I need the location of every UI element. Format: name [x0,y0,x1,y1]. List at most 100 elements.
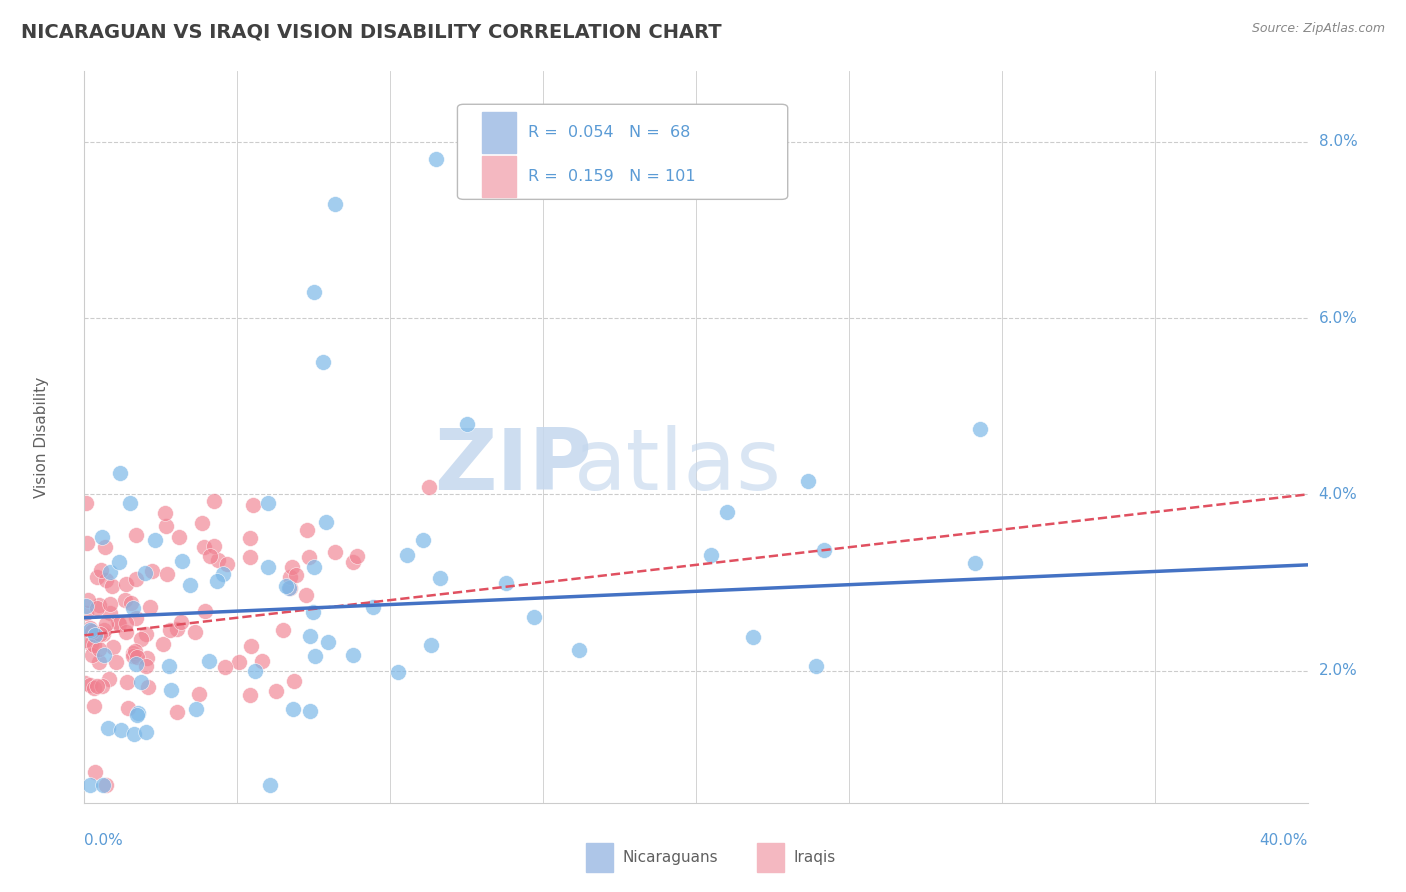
Bar [482,156,516,196]
Point [97,721,120,735]
Text: 0.0%: 0.0% [84,833,124,848]
Point [155,519,177,533]
Point [804,659,827,673]
Point [193,540,215,554]
Point [124,572,146,586]
Point [198,549,221,563]
Point [136,680,159,694]
Point [274,579,297,593]
Point [271,623,294,637]
Point [143,533,166,548]
Point [295,523,318,537]
Text: atlas: atlas [574,425,782,508]
Point [179,578,201,592]
Point [346,549,368,563]
Point [125,657,148,672]
Point [83,699,105,714]
Point [172,554,194,568]
Point [121,646,143,660]
Point [94,540,117,554]
Point [75,633,97,648]
Point [281,560,304,574]
Point [131,632,153,646]
Point [420,639,443,653]
Point [418,480,440,494]
Point [302,559,325,574]
Point [86,600,108,615]
Point [79,678,101,692]
Point [425,153,447,167]
Point [295,588,318,602]
Point [157,658,180,673]
Point [239,639,262,653]
Point [215,557,238,571]
Text: 2.0%: 2.0% [1319,663,1357,678]
Point [395,548,418,562]
Point [166,622,188,636]
Point [198,654,221,668]
Point [315,516,337,530]
Point [207,553,229,567]
Point [281,702,304,716]
Point [93,648,115,663]
Point [312,355,335,369]
Point [86,679,108,693]
Point [90,679,112,693]
Point [207,574,229,589]
Point [79,621,101,635]
Point [141,564,163,578]
Point [89,627,111,641]
Point [239,531,262,545]
Point [108,466,131,480]
Point [110,723,132,737]
Point [120,596,142,610]
Point [323,545,346,559]
Point [152,637,174,651]
Point [80,637,103,651]
Point [114,593,136,607]
FancyBboxPatch shape [457,104,787,200]
Text: Iraqis: Iraqis [794,850,837,865]
Point [184,625,207,640]
Point [135,724,157,739]
Point [83,638,105,652]
Bar [482,112,516,153]
Point [302,605,325,619]
Point [75,606,97,620]
Point [156,566,179,581]
Point [89,642,111,657]
Point [495,575,517,590]
Point [114,624,136,639]
Point [285,567,308,582]
Point [523,610,546,624]
Point [969,422,991,436]
Point [96,573,118,587]
Point [302,285,325,299]
Point [278,581,301,595]
Point [283,674,305,689]
Point [202,494,225,508]
Point [342,555,364,569]
Point [91,627,114,641]
Point [456,417,478,431]
Point [101,640,124,655]
Point [76,535,98,549]
Point [188,688,211,702]
Point [80,624,103,639]
Point [323,196,346,211]
Text: 8.0%: 8.0% [1319,135,1357,149]
Point [122,727,145,741]
Point [190,516,212,531]
Point [73,675,96,690]
Point [316,634,339,648]
Point [202,540,225,554]
Point [139,599,162,614]
Point [278,581,301,595]
Point [84,765,107,780]
Text: Nicaraguans: Nicaraguans [623,850,718,865]
Point [98,606,121,620]
Point [214,660,236,674]
Point [238,688,260,702]
Point [170,615,193,629]
Point [429,571,451,585]
